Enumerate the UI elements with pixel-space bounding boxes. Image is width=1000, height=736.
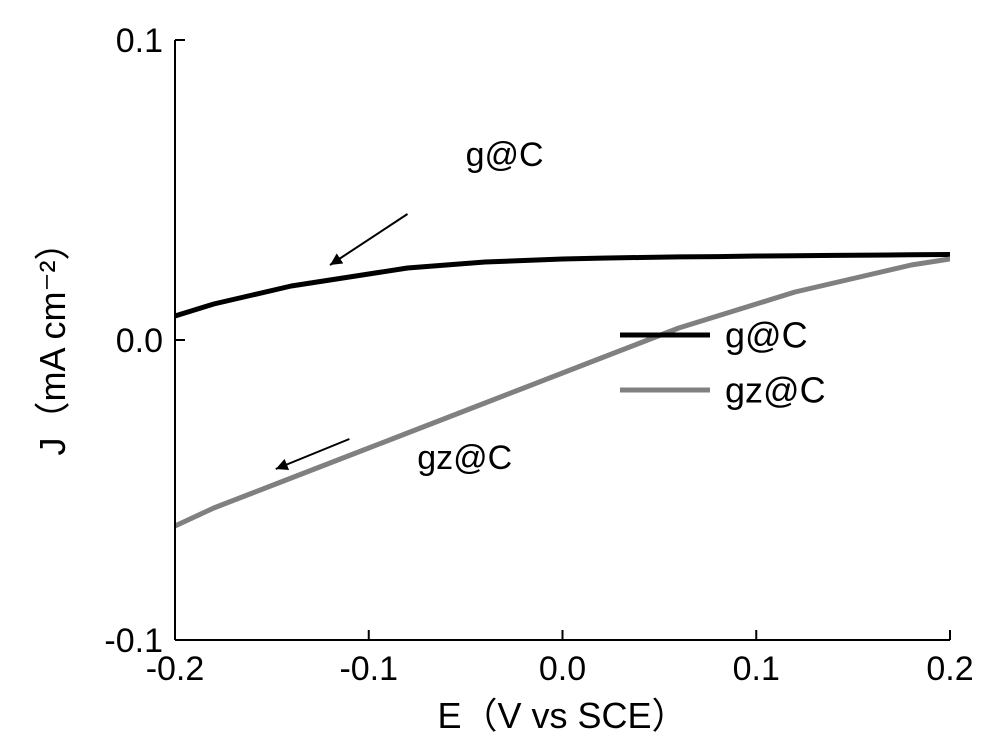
x-tick-label: 0.1: [733, 650, 780, 688]
y-axis-label: J（mA cm⁻²）: [32, 225, 73, 456]
y-tick-label: 0.1: [116, 22, 163, 60]
annotation-label: g@C: [466, 136, 544, 174]
legend-label: g@C: [725, 315, 808, 356]
annotation-label: gz@C: [417, 439, 512, 477]
y-tick-label: 0.0: [116, 322, 163, 360]
chart-container: -0.2-0.10.00.10.2-0.10.00.1E（V vs SCE）J（…: [0, 0, 1000, 736]
legend-label: gz@C: [725, 370, 826, 411]
x-tick-label: -0.1: [339, 650, 398, 688]
x-tick-label: 0.0: [539, 650, 586, 688]
y-tick-label: -0.1: [104, 622, 163, 660]
line-chart: -0.2-0.10.00.10.2-0.10.00.1E（V vs SCE）J（…: [0, 0, 1000, 736]
x-tick-label: 0.2: [926, 650, 973, 688]
x-axis-label: E（V vs SCE）: [437, 695, 687, 736]
